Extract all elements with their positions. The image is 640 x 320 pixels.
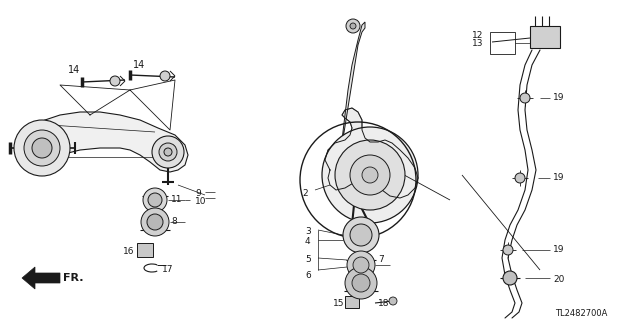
Text: 19: 19 bbox=[553, 245, 564, 254]
Circle shape bbox=[515, 173, 525, 183]
Circle shape bbox=[350, 155, 390, 195]
Polygon shape bbox=[16, 112, 188, 172]
Text: 18: 18 bbox=[378, 299, 390, 308]
Text: 12: 12 bbox=[472, 30, 483, 39]
Circle shape bbox=[14, 120, 70, 176]
Polygon shape bbox=[325, 108, 418, 198]
Text: 10: 10 bbox=[195, 197, 207, 206]
Circle shape bbox=[147, 214, 163, 230]
Bar bbox=[490, 32, 515, 54]
Circle shape bbox=[347, 251, 375, 279]
Circle shape bbox=[110, 76, 120, 86]
Circle shape bbox=[24, 130, 60, 166]
Circle shape bbox=[350, 23, 356, 29]
Text: 4: 4 bbox=[305, 237, 310, 246]
Circle shape bbox=[335, 140, 405, 210]
Circle shape bbox=[346, 19, 360, 33]
Text: 9: 9 bbox=[195, 188, 201, 197]
Text: 6: 6 bbox=[305, 270, 311, 279]
Circle shape bbox=[345, 267, 377, 299]
Text: 11: 11 bbox=[171, 196, 182, 204]
Circle shape bbox=[503, 271, 517, 285]
Text: 2: 2 bbox=[302, 188, 308, 197]
Circle shape bbox=[362, 167, 378, 183]
Circle shape bbox=[389, 297, 397, 305]
Text: 19: 19 bbox=[553, 93, 564, 102]
Circle shape bbox=[152, 136, 184, 168]
Text: 5: 5 bbox=[305, 255, 311, 265]
Bar bbox=[345, 296, 359, 308]
Circle shape bbox=[503, 245, 513, 255]
Circle shape bbox=[350, 224, 372, 246]
Text: 17: 17 bbox=[162, 266, 173, 275]
Text: FR.: FR. bbox=[63, 273, 83, 283]
Bar bbox=[137, 243, 153, 257]
Text: 7: 7 bbox=[378, 255, 384, 265]
Circle shape bbox=[164, 148, 172, 156]
Circle shape bbox=[353, 257, 369, 273]
Text: 15: 15 bbox=[333, 300, 344, 308]
Polygon shape bbox=[22, 267, 60, 289]
Circle shape bbox=[143, 188, 167, 212]
Circle shape bbox=[160, 71, 170, 81]
Circle shape bbox=[343, 217, 379, 253]
Bar bbox=[530, 26, 560, 48]
Circle shape bbox=[141, 208, 169, 236]
Text: 3: 3 bbox=[305, 228, 311, 236]
Circle shape bbox=[148, 193, 162, 207]
Text: TL2482700A: TL2482700A bbox=[555, 308, 607, 317]
Text: 19: 19 bbox=[553, 173, 564, 182]
Text: 20: 20 bbox=[553, 276, 564, 284]
Text: 14: 14 bbox=[133, 60, 145, 70]
Text: 14: 14 bbox=[68, 65, 80, 75]
Circle shape bbox=[352, 274, 370, 292]
Circle shape bbox=[32, 138, 52, 158]
Text: 16: 16 bbox=[123, 247, 134, 257]
Circle shape bbox=[520, 93, 530, 103]
Text: 13: 13 bbox=[472, 39, 483, 49]
Circle shape bbox=[159, 143, 177, 161]
Circle shape bbox=[322, 127, 418, 223]
Text: 8: 8 bbox=[171, 218, 177, 227]
Polygon shape bbox=[340, 22, 365, 165]
